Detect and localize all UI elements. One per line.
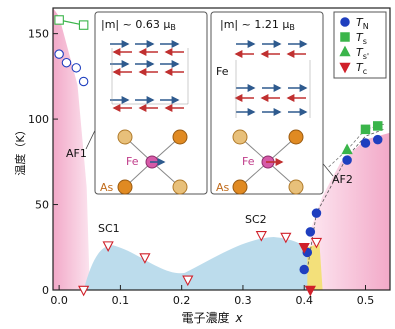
data-point-TN bbox=[299, 264, 309, 275]
data-point-TS2 bbox=[341, 143, 353, 155]
y-tick-label: 150 bbox=[28, 28, 49, 41]
inset-2-atoms bbox=[232, 129, 304, 195]
inset-1-atoms bbox=[117, 129, 188, 195]
data-point-TS bbox=[360, 124, 371, 135]
data-point-TS_open bbox=[78, 20, 89, 30]
region-label-af2: AF2 bbox=[332, 173, 353, 186]
x-tick-label: 0.3 bbox=[234, 294, 252, 307]
data-point-TC_open bbox=[139, 253, 151, 264]
data-point-TN bbox=[360, 138, 371, 148]
data-point-TC_open bbox=[310, 237, 323, 249]
legend-label-1: Ts bbox=[356, 31, 367, 46]
x-axis-label: 電子濃度 x bbox=[181, 310, 243, 325]
data-point-TC_open bbox=[280, 232, 292, 244]
inset-1-moment-label: |m| ~ 0.63 μB bbox=[101, 18, 176, 32]
inset-2-as-label: As bbox=[216, 181, 230, 194]
region-coexistence bbox=[307, 243, 323, 290]
region-label-sc1: SC1 bbox=[98, 222, 120, 235]
inset-2-fe-top-label: Fe bbox=[216, 65, 229, 78]
legend-marker-1 bbox=[340, 32, 350, 42]
inset-1-lattice bbox=[110, 40, 184, 112]
inset-2-moment-label: |m| ~ 1.21 μB bbox=[220, 18, 295, 32]
inset-magnetic-structure-1: |m| ~ 0.63 μB bbox=[94, 11, 208, 195]
region-label-sc2: SC2 bbox=[245, 213, 267, 226]
data-point-TC bbox=[304, 285, 316, 297]
data-point-TN bbox=[305, 227, 316, 237]
data-point-TN bbox=[372, 134, 383, 145]
inset-1-as-label: As bbox=[100, 181, 114, 194]
x-tick-label: 0.1 bbox=[112, 294, 130, 307]
data-point-TC_open bbox=[102, 241, 114, 252]
data-point-TN_open bbox=[71, 63, 82, 73]
data-point-TN_open bbox=[78, 76, 89, 87]
legend-marker-0 bbox=[340, 17, 350, 27]
legend-marker-3 bbox=[339, 62, 351, 74]
legend-label-3: Tc bbox=[356, 61, 367, 76]
y-axis-title: 温度（K） bbox=[13, 124, 27, 175]
data-point-TC_open bbox=[182, 275, 194, 287]
region-af1 bbox=[53, 8, 90, 290]
data-point-TC bbox=[298, 243, 310, 254]
inset-magnetic-structure-2: |m| ~ 1.21 μB Fe bbox=[210, 11, 324, 195]
y-tick-label: 0 bbox=[42, 284, 49, 297]
data-point-TS_open bbox=[54, 15, 64, 25]
x-tick-label: 0.5 bbox=[357, 294, 375, 307]
region-af2 bbox=[310, 132, 390, 290]
data-point-TC_open bbox=[78, 285, 90, 297]
inset-1-fe-label: Fe bbox=[126, 155, 139, 168]
y-tick-label: 50 bbox=[35, 199, 49, 212]
y-axis-label: 温度（K） bbox=[13, 124, 27, 175]
plot-frame bbox=[52, 7, 391, 291]
inset-2-lattice bbox=[234, 40, 308, 116]
data-point-TN_open bbox=[61, 57, 72, 68]
data-point-TN_open bbox=[54, 49, 64, 59]
region-sc1-sc2 bbox=[83, 237, 311, 290]
inset-2-fe-label: Fe bbox=[242, 155, 255, 168]
data-point-TN bbox=[342, 155, 352, 165]
data-point-TN bbox=[311, 208, 322, 218]
region-label-af1: AF1 bbox=[66, 147, 87, 160]
y-tick-label: 100 bbox=[28, 113, 49, 126]
x-tick-label: 0.2 bbox=[173, 294, 191, 307]
data-point-TS bbox=[372, 121, 383, 131]
x-tick-label: 0.0 bbox=[50, 294, 68, 307]
legend-marker-2 bbox=[339, 45, 351, 57]
data-point-TC_open bbox=[255, 231, 267, 242]
x-tick-label: 0.4 bbox=[295, 294, 313, 307]
